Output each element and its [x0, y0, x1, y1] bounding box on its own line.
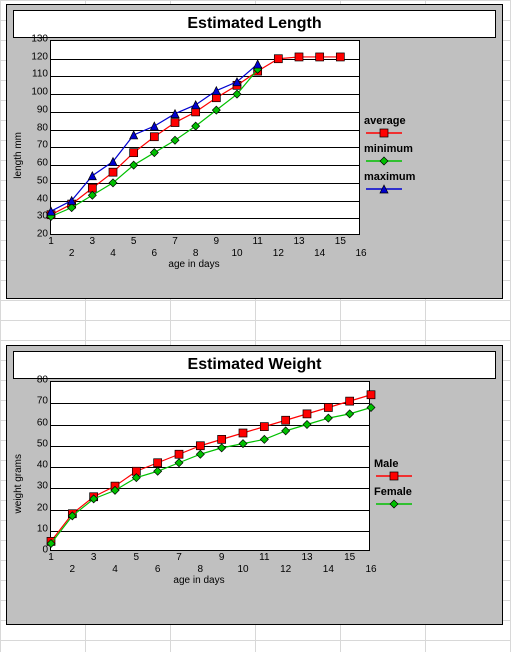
length-legend: average minimum maximum — [364, 115, 415, 195]
x-tick: 4 — [112, 562, 118, 575]
x-tick: 8 — [193, 246, 199, 259]
y-tick: 30 — [37, 481, 51, 492]
y-tick: 110 — [32, 69, 51, 80]
y-tick: 10 — [37, 523, 51, 534]
legend-swatch — [374, 498, 414, 510]
y-tick: 80 — [37, 375, 51, 386]
y-tick: 50 — [37, 438, 51, 449]
weight-ylabel: weight grams — [13, 454, 24, 513]
length-chart-title: Estimated Length — [13, 10, 496, 38]
x-tick: 12 — [280, 562, 291, 575]
y-tick: 60 — [37, 158, 51, 169]
x-tick: 12 — [273, 246, 284, 259]
legend-swatch — [364, 127, 415, 139]
legend-swatch — [364, 155, 415, 167]
weight-chart-title: Estimated Weight — [13, 351, 496, 379]
legend-item-maximum: maximum — [364, 171, 415, 195]
y-tick: 70 — [37, 396, 51, 407]
y-tick: 50 — [37, 175, 51, 186]
x-tick: 6 — [152, 246, 158, 259]
legend-label: Female — [374, 486, 414, 498]
x-tick: 4 — [110, 246, 116, 259]
x-tick: 2 — [70, 562, 76, 575]
x-tick: 14 — [314, 246, 325, 259]
length-xlabel: age in days — [28, 259, 360, 270]
y-tick: 130 — [31, 34, 51, 45]
length-ylabel: length mm — [13, 132, 24, 179]
legend-item-average: average — [364, 115, 415, 139]
x-tick: 6 — [155, 562, 161, 575]
weight-plot-area: 0102030405060708012345678910111213141516 — [50, 381, 370, 551]
legend-swatch — [364, 183, 415, 195]
weight-legend: Male Female — [374, 458, 414, 510]
legend-item-minimum: minimum — [364, 143, 415, 167]
y-tick: 40 — [37, 193, 51, 204]
length-plot-area: 2030405060708090100110120130123456789101… — [50, 40, 360, 235]
length-chart: Estimated Length length mm 2030405060708… — [6, 4, 503, 299]
legend-item-female: Female — [374, 486, 414, 510]
y-tick: 40 — [37, 460, 51, 471]
y-tick: 20 — [37, 502, 51, 513]
x-tick: 14 — [323, 562, 334, 575]
weight-xlabel: age in days — [28, 575, 370, 586]
x-tick: 2 — [69, 246, 75, 259]
legend-label: maximum — [364, 171, 415, 183]
x-tick: 10 — [237, 562, 248, 575]
legend-label: average — [364, 115, 415, 127]
y-tick: 90 — [37, 104, 51, 115]
x-tick: 16 — [365, 562, 376, 575]
x-tick: 8 — [198, 562, 204, 575]
legend-label: Male — [374, 458, 414, 470]
y-tick: 100 — [31, 87, 51, 98]
weight-chart: Estimated Weight weight grams 0102030405… — [6, 345, 503, 625]
x-tick: 10 — [231, 246, 242, 259]
legend-swatch — [374, 470, 414, 482]
legend-label: minimum — [364, 143, 415, 155]
x-tick: 16 — [355, 246, 366, 259]
y-tick: 70 — [37, 140, 51, 151]
y-tick: 80 — [37, 122, 51, 133]
y-tick: 120 — [31, 51, 51, 62]
y-tick: 60 — [37, 417, 51, 428]
legend-item-male: Male — [374, 458, 414, 482]
